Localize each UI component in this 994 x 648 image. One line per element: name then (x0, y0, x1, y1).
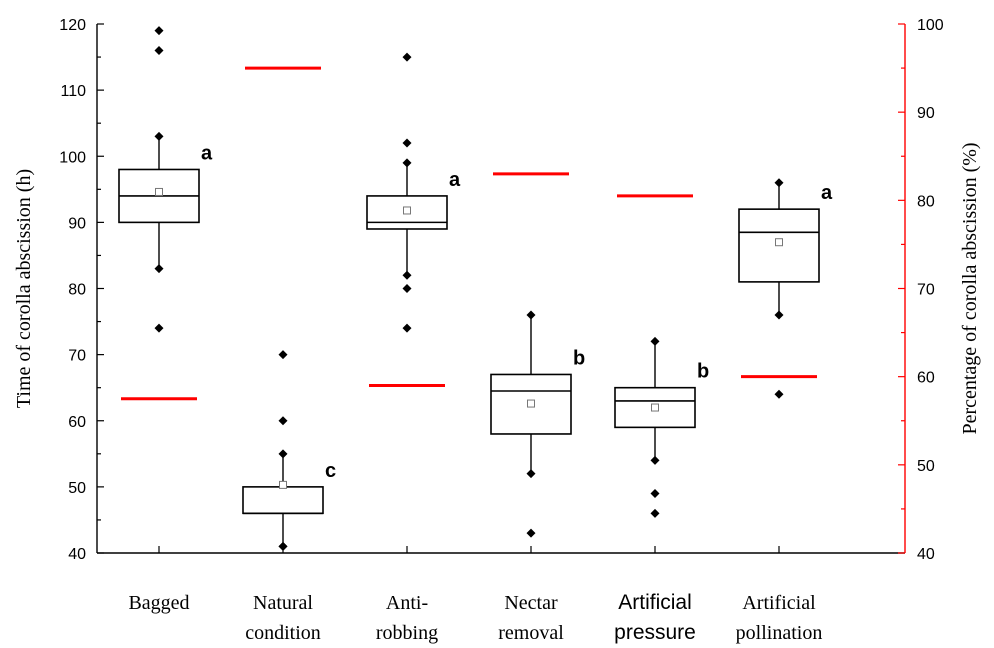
left-y-tick-label: 100 (59, 149, 86, 166)
outlier-point (526, 528, 536, 538)
mean-marker (279, 480, 287, 489)
outlier-point (402, 52, 412, 62)
significance-letter: a (201, 142, 213, 164)
outlier-point (402, 284, 412, 293)
category-label: removal (498, 622, 564, 644)
category-label: Anti- (386, 592, 428, 614)
right-y-axis-title: Percentage of corolla abscission (%) (959, 142, 981, 434)
category-label: Bagged (128, 592, 189, 614)
whisker-end-point (402, 158, 412, 168)
whisker-end-point (526, 469, 536, 479)
left-y-tick-label: 80 (68, 282, 86, 299)
mean-marker (403, 206, 411, 215)
right-y-tick-label: 40 (917, 546, 935, 563)
significance-letter: a (821, 182, 833, 204)
outlier-point (154, 26, 164, 36)
outlier-point (402, 323, 412, 333)
significance-letter: c (325, 460, 336, 482)
whisker-end-point (774, 178, 784, 188)
left-y-tick-label: 120 (59, 17, 86, 34)
right-y-tick-label: 80 (917, 193, 935, 210)
right-y-tick-label: 50 (917, 458, 935, 475)
category-label: condition (245, 622, 321, 644)
right-y-tick-label: 100 (917, 17, 944, 34)
significance-letter: a (449, 169, 461, 191)
significance-letter: b (573, 347, 585, 369)
mean-marker (155, 187, 163, 196)
whisker-end-point (650, 455, 660, 465)
outlier-point (650, 508, 660, 518)
outlier-point (402, 138, 412, 148)
left-y-tick-label: 40 (68, 546, 86, 563)
box-iqr (242, 486, 324, 515)
right-y-tick-label: 60 (917, 370, 935, 387)
whisker-end-point (154, 264, 164, 274)
category-label: Artificial (742, 592, 816, 614)
category-label: Natural (253, 592, 313, 614)
whisker-end-point (774, 310, 784, 320)
outlier-point (774, 389, 784, 399)
outlier-point (278, 416, 288, 426)
whisker-end-point (650, 336, 660, 346)
category-label: Nectar (504, 592, 558, 614)
category-label: robbing (376, 622, 438, 644)
left-y-tick-label: 90 (68, 215, 86, 232)
mean-marker (651, 403, 659, 412)
left-y-tick-label: 110 (60, 83, 86, 100)
whisker-end-point (402, 270, 412, 280)
outlier-point (154, 323, 164, 333)
category-label: pressure (614, 621, 696, 644)
left-y-tick-label: 50 (68, 480, 86, 497)
mean-marker (527, 399, 535, 408)
outlier-point (278, 350, 288, 360)
right-y-tick-label: 70 (917, 282, 935, 299)
whisker-end-point (526, 310, 536, 320)
outlier-point (650, 488, 660, 498)
right-y-tick-label: 90 (917, 105, 935, 122)
left-y-tick-label: 70 (68, 348, 86, 365)
whisker-end-point (154, 131, 164, 141)
left-y-axis-title: Time of corolla abscission (h) (13, 169, 35, 408)
whisker-end-point (278, 449, 288, 459)
outlier-point (278, 541, 288, 551)
significance-letter: b (697, 361, 709, 383)
mean-marker (775, 238, 783, 247)
category-label: Artificial (618, 591, 692, 614)
left-y-tick-label: 60 (68, 414, 86, 431)
outlier-point (154, 45, 164, 55)
category-label: pollination (736, 622, 823, 644)
